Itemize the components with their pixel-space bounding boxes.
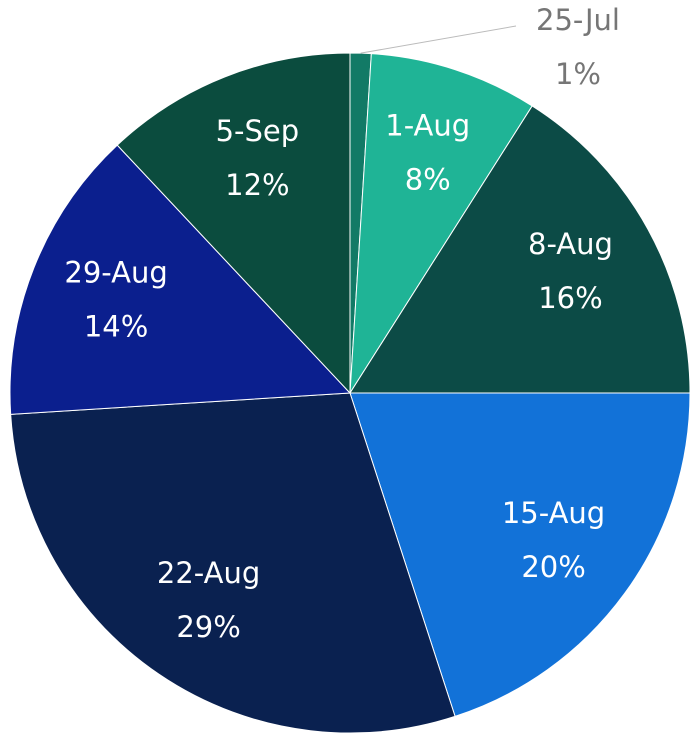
pie-slice <box>116 52 351 395</box>
slice-percent: 20% <box>521 550 585 584</box>
leader-line <box>360 25 517 54</box>
slice-category: 1-Aug <box>385 109 470 143</box>
pie-slice <box>9 144 352 415</box>
slice-percent: 14% <box>84 309 148 343</box>
slice-category: 25-Jul <box>536 3 620 37</box>
pie-slice <box>349 392 691 717</box>
slice-category: 22-Aug <box>157 556 260 590</box>
slice-category: 29-Aug <box>64 255 167 289</box>
pie-slice <box>10 392 456 734</box>
slice-category: 8-Aug <box>528 227 613 261</box>
slice-percent: 1% <box>555 57 601 91</box>
slice-category: 5-Sep <box>216 114 300 148</box>
pie-slice <box>349 105 691 394</box>
slice-percent: 8% <box>405 163 451 197</box>
slice-category: 15-Aug <box>502 496 605 530</box>
pie-slice <box>349 53 533 394</box>
slice-percent: 12% <box>225 168 289 202</box>
slice-percent: 16% <box>538 281 602 315</box>
slice-percent: 29% <box>176 610 240 644</box>
